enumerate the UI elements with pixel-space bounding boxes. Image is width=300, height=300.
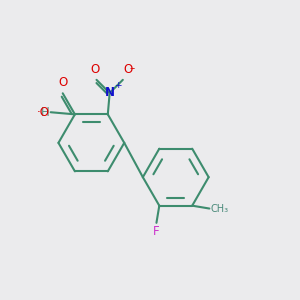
Text: –: – (129, 64, 134, 74)
Text: CH₃: CH₃ (211, 203, 229, 214)
Text: F: F (153, 225, 160, 238)
Text: O: O (90, 63, 99, 76)
Text: ·O: ·O (37, 106, 50, 119)
Text: H: H (40, 106, 49, 119)
Text: O: O (123, 63, 133, 76)
Text: O: O (58, 76, 68, 89)
Text: +: + (114, 80, 122, 89)
Text: N: N (105, 86, 115, 100)
